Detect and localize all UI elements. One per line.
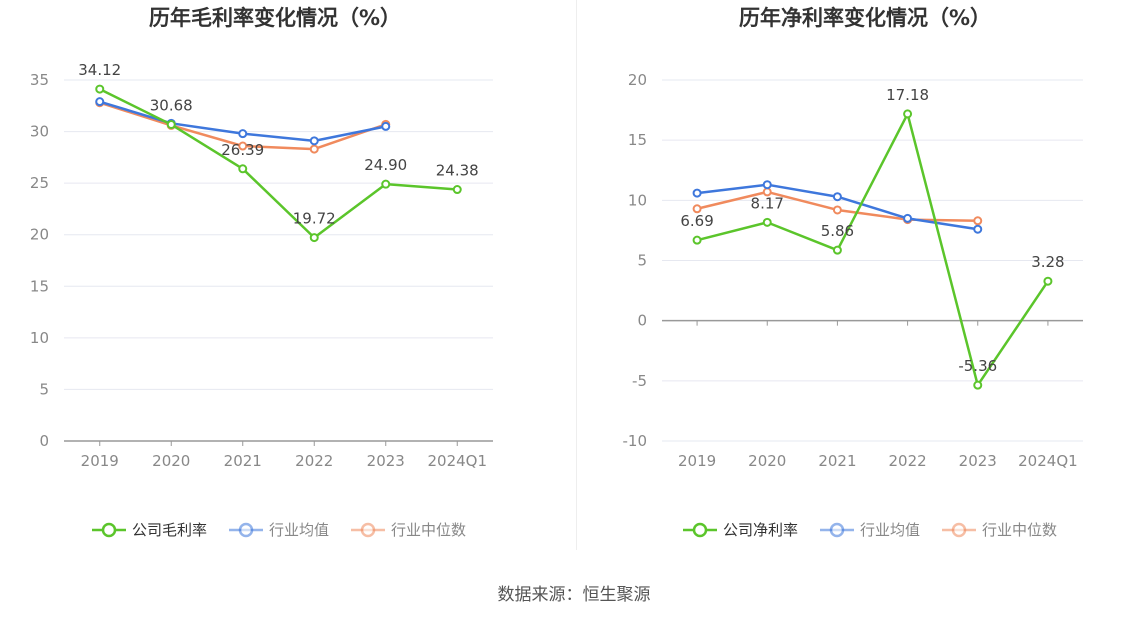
legend-label[interactable]: 行业中位数 — [982, 521, 1057, 539]
data-point[interactable] — [903, 109, 913, 119]
data-point[interactable] — [238, 129, 248, 139]
data-point[interactable] — [692, 235, 702, 245]
data-point[interactable] — [1043, 276, 1053, 286]
data-point[interactable] — [95, 97, 105, 107]
data-label: 24.38 — [436, 162, 479, 180]
chart-divider — [576, 0, 577, 550]
data-point[interactable] — [973, 216, 983, 226]
data-source: 数据来源：恒生聚源 — [497, 585, 651, 605]
y-tick-label: 35 — [30, 71, 49, 89]
y-tick-label: -10 — [623, 432, 648, 450]
y-tick-label: 15 — [30, 277, 49, 295]
y-tick-label: 30 — [30, 123, 49, 141]
data-label: 30.68 — [150, 97, 193, 115]
data-point[interactable] — [452, 185, 462, 195]
data-point[interactable] — [238, 141, 248, 151]
x-tick-label: 2024Q1 — [1018, 452, 1078, 470]
chart-title: 历年净利率变化情况（%） — [739, 6, 991, 30]
x-tick-label: 2020 — [152, 452, 190, 470]
data-label: 19.72 — [293, 210, 336, 228]
data-point[interactable] — [309, 144, 319, 154]
x-tick-label: 2021 — [224, 452, 262, 470]
y-tick-label: 0 — [39, 432, 49, 450]
x-tick-label: 2022 — [295, 452, 333, 470]
series-line — [99, 87, 458, 239]
data-point[interactable] — [762, 217, 772, 227]
legend-swatch-marker[interactable] — [238, 522, 254, 538]
legend-label[interactable]: 行业中位数 — [391, 521, 466, 539]
data-point[interactable] — [832, 192, 842, 202]
data-point[interactable] — [973, 380, 983, 390]
data-point[interactable] — [762, 180, 772, 190]
data-label: 34.12 — [78, 61, 121, 79]
legend-swatch-marker[interactable] — [829, 522, 845, 538]
data-point[interactable] — [832, 205, 842, 215]
data-point[interactable] — [832, 245, 842, 255]
series-line — [696, 112, 1049, 387]
y-tick-label: 0 — [637, 312, 647, 330]
data-point[interactable] — [238, 164, 248, 174]
data-label: 6.69 — [680, 212, 713, 230]
data-point[interactable] — [381, 179, 391, 189]
legend-label[interactable]: 公司毛利率 — [132, 521, 207, 539]
y-tick-label: 25 — [30, 174, 49, 192]
data-point[interactable] — [973, 224, 983, 234]
data-point[interactable] — [692, 188, 702, 198]
y-tick-label: 10 — [30, 329, 49, 347]
legend-label[interactable]: 行业均值 — [860, 521, 920, 539]
y-tick-label: 20 — [628, 71, 647, 89]
x-tick-label: 2020 — [748, 452, 786, 470]
x-tick-label: 2019 — [678, 452, 716, 470]
x-tick-label: 2024Q1 — [427, 452, 487, 470]
chart-title: 历年毛利率变化情况（%） — [149, 6, 401, 30]
y-tick-label: -5 — [632, 372, 647, 390]
y-tick-label: 5 — [637, 252, 647, 270]
data-point[interactable] — [692, 204, 702, 214]
x-tick-label: 2023 — [367, 452, 405, 470]
legend-swatch-marker[interactable] — [692, 522, 708, 538]
data-label: -5.36 — [958, 357, 997, 375]
net-margin-chart: 历年净利率变化情况（%） -10 -5 0 5 10 15 20 2019 2020 2021 20… — [623, 6, 1083, 539]
data-point[interactable] — [381, 121, 391, 131]
data-label: 5.86 — [821, 222, 854, 240]
data-label: 3.28 — [1031, 253, 1064, 271]
data-label: 17.18 — [886, 86, 929, 104]
x-tick-label: 2019 — [81, 452, 119, 470]
data-label: 24.90 — [364, 156, 407, 174]
data-point[interactable] — [309, 233, 319, 243]
legend-swatch-marker[interactable] — [101, 522, 117, 538]
y-tick-label: 5 — [39, 380, 49, 398]
legend-swatch-marker[interactable] — [951, 522, 967, 538]
data-point[interactable] — [903, 213, 913, 223]
data-point[interactable] — [95, 84, 105, 94]
y-tick-label: 15 — [628, 131, 647, 149]
y-tick-label: 20 — [30, 226, 49, 244]
x-tick-label: 2021 — [818, 452, 856, 470]
gross-margin-chart: 历年毛利率变化情况（%） 0 5 10 15 20 25 30 35 2019 2020 2021 2… — [30, 6, 493, 539]
data-point[interactable] — [166, 120, 176, 130]
data-label: 8.17 — [751, 194, 784, 212]
data-point[interactable] — [309, 136, 319, 146]
x-tick-label: 2023 — [959, 452, 997, 470]
legend-swatch-marker[interactable] — [360, 522, 376, 538]
data-label: 26.39 — [221, 141, 264, 159]
y-tick-label: 10 — [628, 191, 647, 209]
legend-label[interactable]: 公司净利率 — [723, 521, 798, 539]
x-tick-label: 2022 — [888, 452, 926, 470]
legend-label[interactable]: 行业均值 — [269, 521, 329, 539]
